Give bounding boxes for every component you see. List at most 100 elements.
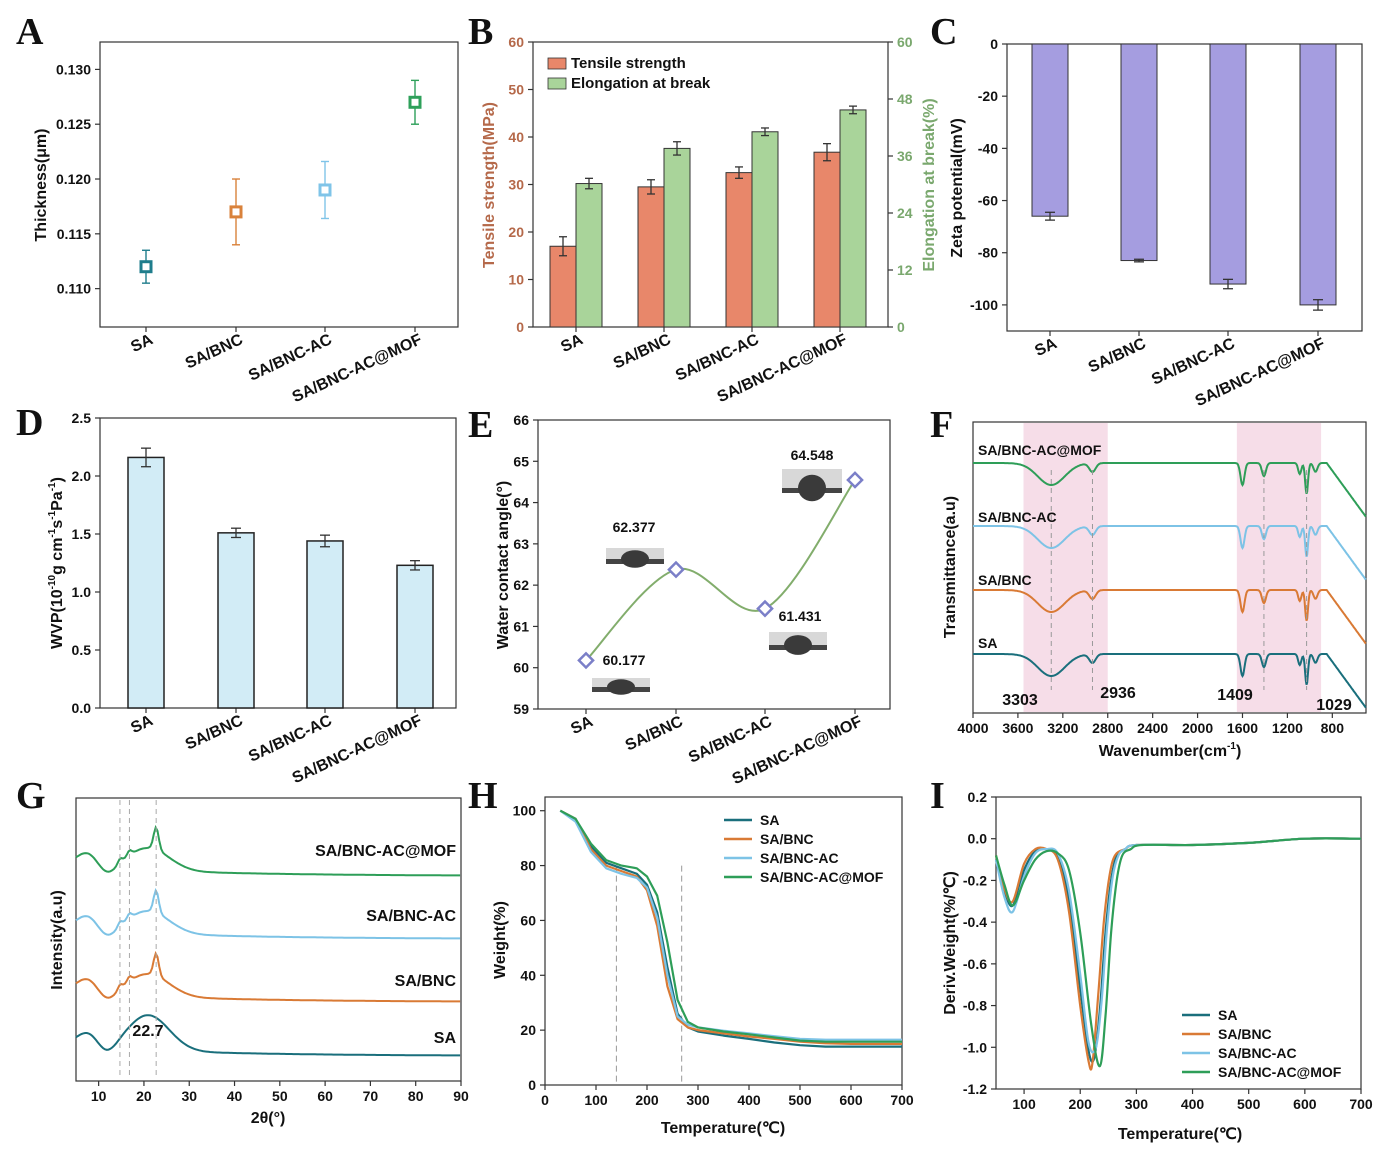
panel-f-spectra: SA/BNC-AC@MOF SA/BNC-AC SA/BNC SA 3303 2936 14… <box>973 442 1367 714</box>
panel-b-yticks: 0 10 20 30 40 50 60 <box>508 34 533 335</box>
panel-letter-b: B <box>468 11 493 53</box>
x-tick-label: 3600 <box>1002 720 1033 736</box>
x-tick-label: 1600 <box>1227 720 1258 736</box>
panel-i-curves <box>994 837 1362 1071</box>
panel-a-points <box>139 79 422 284</box>
x-tick-label: 4000 <box>957 720 988 736</box>
y-tick-label: 60 <box>520 912 536 928</box>
panel-f-frame <box>972 421 1367 714</box>
y-tick-label: 100 <box>513 803 537 819</box>
y-tick-label: -0.4 <box>963 914 987 930</box>
panel-b-legend: Tensile strength Elongation at break <box>547 55 711 92</box>
xrd-pattern <box>75 1014 461 1057</box>
panel-b-ylabel: Tensile strength(MPa) <box>481 102 498 268</box>
bar-wvp <box>127 456 165 709</box>
y-tick-label: 65 <box>513 453 529 469</box>
annotation-label: 22.7 <box>132 1023 163 1040</box>
tga-curve <box>559 809 902 1041</box>
panel-g-xticks: 10 20 30 40 50 60 70 80 90 <box>91 1081 469 1104</box>
bar-tensile <box>725 172 753 328</box>
spectrum-line <box>973 589 1367 645</box>
y-tick-label: -1.0 <box>963 1039 987 1055</box>
value-label: 60.177 <box>603 652 646 668</box>
x-tick-label: 300 <box>686 1092 710 1108</box>
legend-label: SA/BNC-AC@MOF <box>760 869 884 885</box>
x-tick-label: 800 <box>1321 720 1345 736</box>
panel-d-ylabel: WVP(10-10g cm-1s-1Pa-1) <box>47 477 66 649</box>
x-tick-label: 30 <box>181 1088 197 1104</box>
y-tick-label: 66 <box>513 412 529 428</box>
panel-letter-i: I <box>930 775 945 817</box>
y-tick-label: 12 <box>897 262 913 278</box>
x-tick-label: 600 <box>1293 1096 1317 1112</box>
series-label: SA/BNC-AC@MOF <box>978 442 1102 458</box>
x-tick-label: 500 <box>788 1092 812 1108</box>
x-tick-label: 700 <box>1349 1096 1373 1112</box>
panel-a-frame <box>99 41 459 328</box>
panel-c-bars <box>1031 43 1337 311</box>
series-label: SA/BNC-AC <box>978 509 1057 525</box>
panel-i: I Deriv.Weight(%/℃) Temperature(℃) 0.20.… <box>930 775 1373 1143</box>
y-tick-label: -0.2 <box>963 872 987 888</box>
y-tick-label: 64 <box>513 495 529 511</box>
panel-f-xlabel: Wavenumber(cm-1) <box>1099 741 1242 760</box>
y-tick-label: 60 <box>897 34 913 50</box>
x-tick-label: 3200 <box>1047 720 1078 736</box>
y-tick-label: 40 <box>520 967 536 983</box>
panel-letter-g: G <box>16 775 46 817</box>
peak-label: 2936 <box>1100 685 1136 702</box>
panel-b-bars <box>549 105 867 328</box>
data-point <box>577 651 595 670</box>
panel-h-frame <box>544 796 903 1086</box>
x-tick-label: 0 <box>541 1092 549 1108</box>
panel-i-yticks: 0.2 0.0 -0.2 -0.4 -0.6 -0.8 -1.0 -1.2 <box>963 789 996 1097</box>
bar-elongation <box>839 109 867 328</box>
x-tick-label: 500 <box>1237 1096 1261 1112</box>
series-label: SA/BNC <box>395 973 457 990</box>
y-tick-label: 1.0 <box>72 584 92 600</box>
legend-label: SA <box>760 812 779 828</box>
legend-label: SA/BNC-AC <box>760 850 839 866</box>
panel-h-legend: SA SA/BNC SA/BNC-AC SA/BNC-AC@MOF <box>724 812 884 885</box>
panel-e-yticks: 59 60 61 62 63 64 65 66 <box>513 412 538 717</box>
x-tick-label: 200 <box>635 1092 659 1108</box>
series-label: SA <box>978 635 997 651</box>
panel-d-frame <box>99 417 457 709</box>
x-tick-label: 80 <box>408 1088 424 1104</box>
peak-label: 1029 <box>1316 697 1352 714</box>
x-tick-label: 400 <box>737 1092 761 1108</box>
data-point <box>318 183 332 197</box>
y-tick-label: 50 <box>508 82 524 98</box>
panel-i-frame <box>995 796 1362 1090</box>
panel-f-xticks: 4000 3600 3200 2800 2400 2000 1600 1200 800 <box>957 713 1344 736</box>
y-tick-label: 60 <box>508 34 524 50</box>
y-tick-label: 20 <box>520 1022 536 1038</box>
bar-wvp <box>306 540 344 709</box>
y-tick-label: 0.120 <box>56 171 91 187</box>
y-tick-label: -80 <box>978 245 998 261</box>
dtg-curve <box>994 837 1362 1068</box>
panel-letter-a: A <box>16 11 44 53</box>
legend-label-elongation: Elongation at break <box>571 75 711 92</box>
y-tick-label: -0.8 <box>963 998 987 1014</box>
value-label: 64.548 <box>791 447 834 463</box>
spectrum-line <box>973 462 1367 518</box>
legend-label: SA/BNC <box>1218 1026 1272 1042</box>
spectrum-line <box>973 653 1367 709</box>
bar-wvp <box>217 532 255 709</box>
legend-label: SA <box>1218 1007 1237 1023</box>
x-tick-label: 20 <box>136 1088 152 1104</box>
panel-h-yticks: 0 20 40 60 80 100 <box>513 803 545 1093</box>
y-tick-label: 10 <box>508 272 524 288</box>
bar-zeta <box>1299 43 1337 306</box>
y-tick-label: 40 <box>508 129 524 145</box>
panel-e-ylabel: Water contact angle(°) <box>495 481 512 650</box>
peak-label: 3303 <box>1002 692 1038 709</box>
y-tick-label: 1.5 <box>72 526 92 542</box>
panel-g-xlabel: 2θ(°) <box>251 1110 286 1127</box>
x-tick-label: 100 <box>1012 1096 1036 1112</box>
panel-g-ylabel: Intensity(a.u) <box>49 890 66 990</box>
panel-a-yticks: 0.110 0.115 0.120 0.125 0.130 <box>56 61 100 297</box>
panel-h-xticks: 0 100 200 300 400 500 600 700 <box>541 1085 914 1108</box>
panel-b-y2label: Elongation at break(%) <box>921 98 938 271</box>
